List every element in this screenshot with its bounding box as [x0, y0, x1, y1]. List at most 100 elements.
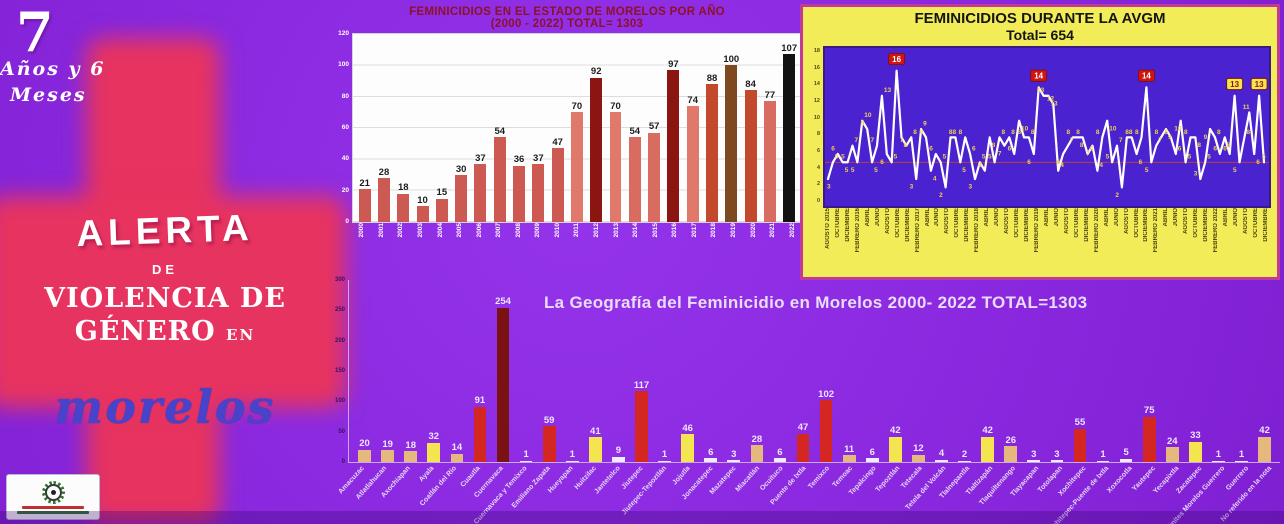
bar-group: 37: [471, 154, 490, 222]
point-badge-red-value: 14: [1034, 72, 1043, 81]
point-value-label: 10: [1174, 125, 1182, 132]
bar-value-label: 41: [590, 425, 601, 437]
x-tick-label: OCTUBRE: [894, 208, 901, 238]
x-tick-label: DICIEMBRE: [1024, 208, 1031, 242]
duration-line2: Meses: [10, 84, 87, 106]
point-value-label: 11: [1243, 104, 1250, 111]
bar-value-label: 57: [648, 121, 660, 133]
bar: [542, 426, 556, 462]
point-value-label: 5: [1106, 154, 1110, 161]
point-value-label: 4: [978, 162, 982, 169]
bar: [1119, 458, 1133, 462]
x-tick-label: FEBRERO 2018: [974, 208, 981, 253]
point-value-label: 8: [1011, 129, 1015, 136]
x-tick: AGOSTO: [883, 208, 893, 274]
left-panel: 7 Años y 6 Meses ALERTA DE VIOLENCIA DE …: [0, 0, 346, 524]
bar-value-label: 1: [1215, 449, 1222, 461]
bar-group: 97: [664, 60, 683, 222]
x-tick: 2020: [743, 223, 763, 253]
y-tick-label: 12: [813, 98, 820, 104]
bar-group: 18: [399, 441, 422, 462]
x-tick: 2012: [587, 223, 607, 253]
point-value-label: 8: [913, 129, 917, 136]
x-tick: JUNIO: [1112, 208, 1122, 274]
bar-group: 20: [353, 439, 376, 462]
bar: [1212, 460, 1225, 462]
point-value-label: 5: [894, 154, 898, 161]
point-badge-red-value: 16: [892, 55, 901, 64]
x-tick: AGOSTO: [1181, 208, 1191, 274]
bar-group: 254: [491, 297, 514, 462]
bar-group: 54: [490, 127, 509, 222]
x-tick: 2017: [685, 223, 705, 253]
bar-value-label: 117: [633, 379, 650, 391]
point-value-label: 5: [1145, 167, 1149, 174]
bar-value-label: 19: [382, 438, 393, 450]
point-value-label: 3: [968, 184, 972, 191]
annual-bars: 21 28 18 10 15 30 37 54 36 37 47 70 92 70 54 57 97 74 88 10…: [355, 34, 799, 222]
bar: [1027, 460, 1041, 462]
bar-value-label: 92: [590, 66, 602, 78]
bar-value-label: 21: [359, 177, 370, 189]
x-tick-label: ABRIL: [984, 208, 991, 227]
bar-group: 91: [468, 396, 491, 462]
bar: [565, 460, 579, 462]
point-value-label: 7: [1158, 137, 1162, 144]
point-value-label: 5: [982, 154, 986, 161]
point-value-label: 6: [831, 145, 835, 152]
y-tick-label: 6: [816, 148, 820, 154]
bar-value-label: 88: [706, 72, 718, 84]
point-value-label: 8: [1129, 129, 1133, 136]
x-tick: FEBRERO 2019: [1032, 208, 1042, 274]
bar: [455, 175, 468, 222]
point-value-label: 6: [880, 159, 884, 166]
bar-value-label: 3: [731, 448, 737, 460]
bar: [381, 450, 394, 462]
bar-value-label: 1: [569, 449, 575, 461]
bar-value-label: 26: [1005, 434, 1017, 446]
x-tick: JUNIO: [1052, 208, 1062, 274]
x-tick: ABRIL: [1161, 208, 1171, 274]
x-tick: OCTUBRE: [1251, 208, 1261, 274]
point-value-label: 8: [1125, 129, 1129, 136]
y-tick-label: 0: [341, 459, 345, 465]
logo-text-line-green: [17, 510, 89, 514]
bar-group: 46: [676, 424, 699, 462]
bar-group: 28: [745, 435, 768, 462]
point-value-label: 3: [1194, 170, 1198, 177]
point-value-label: 8: [1135, 129, 1139, 136]
avgm-x-axis: AGOSTO 2015 OCTUBRE DICIEMBRE FEBRERO 2016 A…: [823, 208, 1271, 274]
bar-group: 19: [376, 440, 399, 462]
bar-value-label: 254: [495, 296, 511, 308]
x-tick: 2019: [724, 223, 744, 253]
bar-group: 1: [653, 450, 676, 462]
avgm-line-svg: 3565575109571365168783984652885863548587…: [825, 52, 1269, 199]
x-tick-label: FEBRERO 2019: [1033, 208, 1040, 253]
x-tick-label: 2003: [416, 223, 424, 238]
de-label: DE: [151, 262, 179, 277]
bar: [496, 307, 510, 462]
bar: [609, 112, 622, 222]
point-value-label: 6: [929, 145, 933, 152]
bar: [612, 456, 625, 462]
point-value-label: 9: [1168, 134, 1172, 141]
bar-group: 55: [1068, 418, 1091, 462]
x-tick-label: 2009: [534, 223, 542, 238]
bar-group: 75: [1138, 406, 1161, 462]
bar-group: 2: [953, 450, 976, 462]
y-tick-label: 120: [338, 30, 349, 37]
x-tick: FEBRERO 2018: [972, 208, 982, 274]
avgm-chart: FEMINICIDIOS DURANTE LA AVGM Total= 654 …: [800, 4, 1280, 280]
x-tick-label: 2016: [671, 223, 679, 238]
sun-core-dot: [50, 489, 56, 495]
avgm-chart-title-line1: FEMINICIDIOS DURANTE LA AVGM: [914, 10, 1166, 27]
avgm-y-axis: 0 2 4 6 8 10 12 14 16 18: [809, 46, 823, 208]
point-value-label: 8: [903, 142, 907, 149]
x-tick-label: 2007: [495, 223, 503, 238]
x-tick-label: Jojutla: [671, 465, 692, 487]
bar-group: 74: [683, 96, 702, 222]
x-tick-label: 2022: [788, 223, 796, 238]
x-tick-label: FEBRERO 2021: [1153, 208, 1160, 253]
x-tick: OCTUBRE: [1132, 208, 1142, 274]
bar-group: 92: [587, 67, 606, 222]
